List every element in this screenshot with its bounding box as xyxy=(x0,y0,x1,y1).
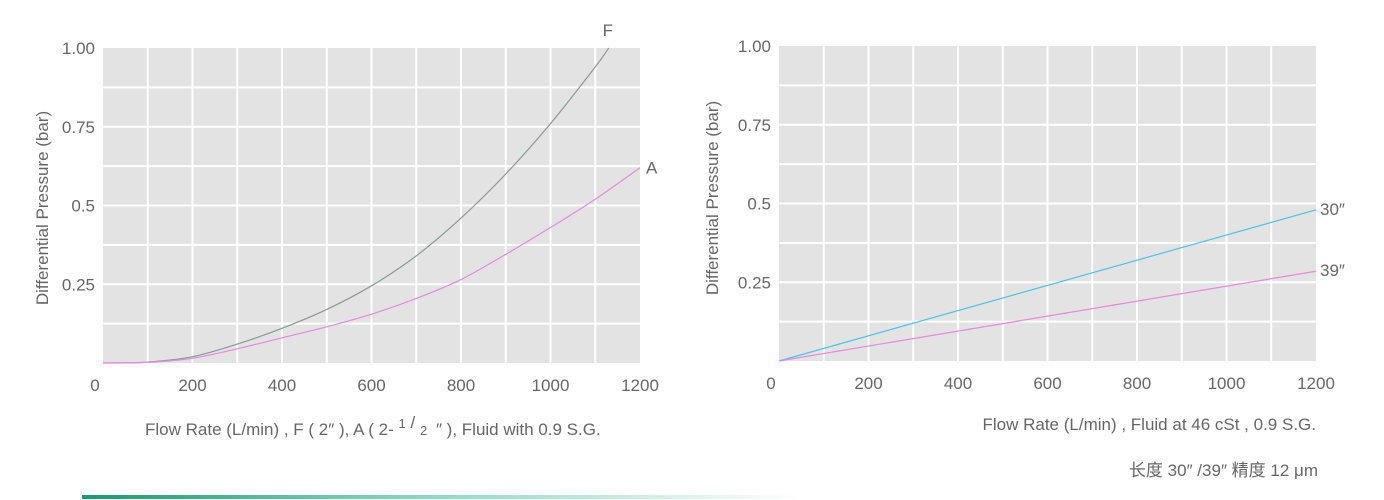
y-tick-label: 0.75 xyxy=(62,118,95,137)
gridlines-left xyxy=(103,48,640,363)
series-label: A xyxy=(646,159,658,178)
series-line-a xyxy=(102,167,641,364)
y-tick-label: 0.5 xyxy=(747,195,771,214)
series-labels-right: 30″ 39″ xyxy=(1320,200,1345,280)
accent-bar xyxy=(82,495,802,499)
x-axis-label-left: Flow Rate (L/min) , F ( 2″ ), A ( 2- 1 /… xyxy=(145,413,601,439)
y-ticks-right: 0.25 0.5 0.75 1.00 xyxy=(738,37,771,292)
y-tick-label: 0.75 xyxy=(738,116,771,135)
y-tick-label: 1.00 xyxy=(62,39,95,58)
y-tick-label: 0.25 xyxy=(62,275,95,294)
x-tick-label: 0 xyxy=(766,374,775,393)
x-axis-label-left-frac-slash: / xyxy=(411,413,416,432)
x-axis-label-left-frac-num: 1 xyxy=(399,416,406,431)
series-line-30 xyxy=(778,209,1317,362)
x-tick-label: 1000 xyxy=(532,376,570,395)
series-lines-left xyxy=(102,47,641,364)
x-tick-label: 1200 xyxy=(1297,374,1335,393)
chart-f-a: 0.250.50.751.00 0 200 400 600 800 1000 1200 FA… xyxy=(33,21,659,439)
x-tick-label: 600 xyxy=(1033,374,1061,393)
x-ticks-right: 0 200 400 600 800 1000 1200 xyxy=(766,374,1335,393)
series-lines-right xyxy=(778,209,1317,362)
x-tick-label: 600 xyxy=(357,376,385,395)
x-tick-label: 800 xyxy=(447,376,475,395)
x-axis-label-left-suffix: ″ ), Fluid with 0.9 S.G. xyxy=(436,420,601,439)
x-tick-label: 800 xyxy=(1123,374,1151,393)
footnote: 长度 30″ /39″ 精度 12 μm xyxy=(1129,461,1318,480)
y-tick-label: 0.25 xyxy=(738,273,771,292)
y-axis-label-right: Differential Pressure (bar) xyxy=(703,101,722,295)
x-tick-label: 0 xyxy=(90,376,99,395)
series-label: F xyxy=(603,21,613,40)
x-ticks-left: 0 200 400 600 800 1000 1200 xyxy=(90,376,659,395)
series-line-f xyxy=(102,47,610,364)
series-label: 30″ xyxy=(1320,200,1345,219)
chart-30-39: 0.25 0.5 0.75 1.00 0 200 400 600 800 1000 1200 30… xyxy=(703,37,1345,434)
x-axis-label-left-frac-den: 2 xyxy=(420,423,427,438)
x-tick-label: 200 xyxy=(854,374,882,393)
y-ticks-left: 0.25 0.5 0.75 1.00 xyxy=(62,39,95,294)
x-tick-label: 1000 xyxy=(1208,374,1246,393)
y-tick-label: 0.5 xyxy=(71,197,95,216)
x-tick-label: 1200 xyxy=(621,376,659,395)
x-axis-label-left-main: Flow Rate (L/min) , F ( 2″ ), A ( 2- xyxy=(145,420,394,439)
series-labels-left: FA xyxy=(603,21,658,178)
x-tick-label: 200 xyxy=(178,376,206,395)
y-axis-label-left: Differential Pressure (bar) xyxy=(33,111,52,305)
x-axis-label-right: Flow Rate (L/min) , Fluid at 46 cSt , 0.… xyxy=(982,415,1316,434)
series-label: 39″ xyxy=(1320,261,1345,280)
gridlines-right xyxy=(779,46,1316,361)
y-tick-label: 1.00 xyxy=(738,37,771,56)
x-tick-label: 400 xyxy=(944,374,972,393)
x-tick-label: 400 xyxy=(268,376,296,395)
series-line-39 xyxy=(778,270,1317,362)
